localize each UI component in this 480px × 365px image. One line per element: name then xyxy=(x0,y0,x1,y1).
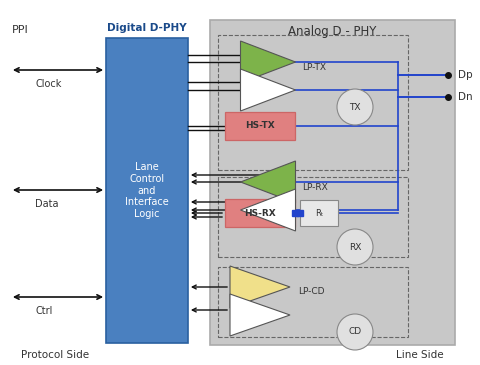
Text: Dn: Dn xyxy=(458,92,473,102)
Text: Digital D-PHY: Digital D-PHY xyxy=(107,23,187,33)
Text: TX: TX xyxy=(349,103,361,111)
Text: PPI: PPI xyxy=(12,25,29,35)
FancyBboxPatch shape xyxy=(225,112,295,140)
Polygon shape xyxy=(240,189,296,231)
Text: Lane
Control
and
Interface
Logic: Lane Control and Interface Logic xyxy=(125,162,169,219)
Text: Dp: Dp xyxy=(458,70,473,80)
Circle shape xyxy=(337,314,373,350)
Circle shape xyxy=(337,229,373,265)
Text: Ctrl: Ctrl xyxy=(35,306,52,316)
Text: LP-CD: LP-CD xyxy=(298,288,324,296)
FancyBboxPatch shape xyxy=(210,20,455,345)
Circle shape xyxy=(337,89,373,125)
Text: HS-RX: HS-RX xyxy=(244,208,276,218)
FancyBboxPatch shape xyxy=(106,38,188,343)
Text: Protocol Side: Protocol Side xyxy=(21,350,89,360)
Text: Data: Data xyxy=(35,199,59,209)
Text: HS-TX: HS-TX xyxy=(245,122,275,131)
Text: Clock: Clock xyxy=(35,79,61,89)
Text: RX: RX xyxy=(349,242,361,251)
Polygon shape xyxy=(240,161,296,203)
Text: Rₜ: Rₜ xyxy=(315,208,323,218)
FancyBboxPatch shape xyxy=(225,199,295,227)
Text: LP-RX: LP-RX xyxy=(302,182,328,192)
Text: Line Side: Line Side xyxy=(396,350,444,360)
Text: Analog D - PHY: Analog D - PHY xyxy=(288,26,377,38)
Polygon shape xyxy=(230,294,290,336)
Polygon shape xyxy=(230,266,290,308)
Polygon shape xyxy=(240,69,296,111)
Text: CD: CD xyxy=(348,327,361,337)
FancyBboxPatch shape xyxy=(300,200,338,226)
Text: LP-TX: LP-TX xyxy=(302,62,326,72)
Polygon shape xyxy=(240,41,296,83)
